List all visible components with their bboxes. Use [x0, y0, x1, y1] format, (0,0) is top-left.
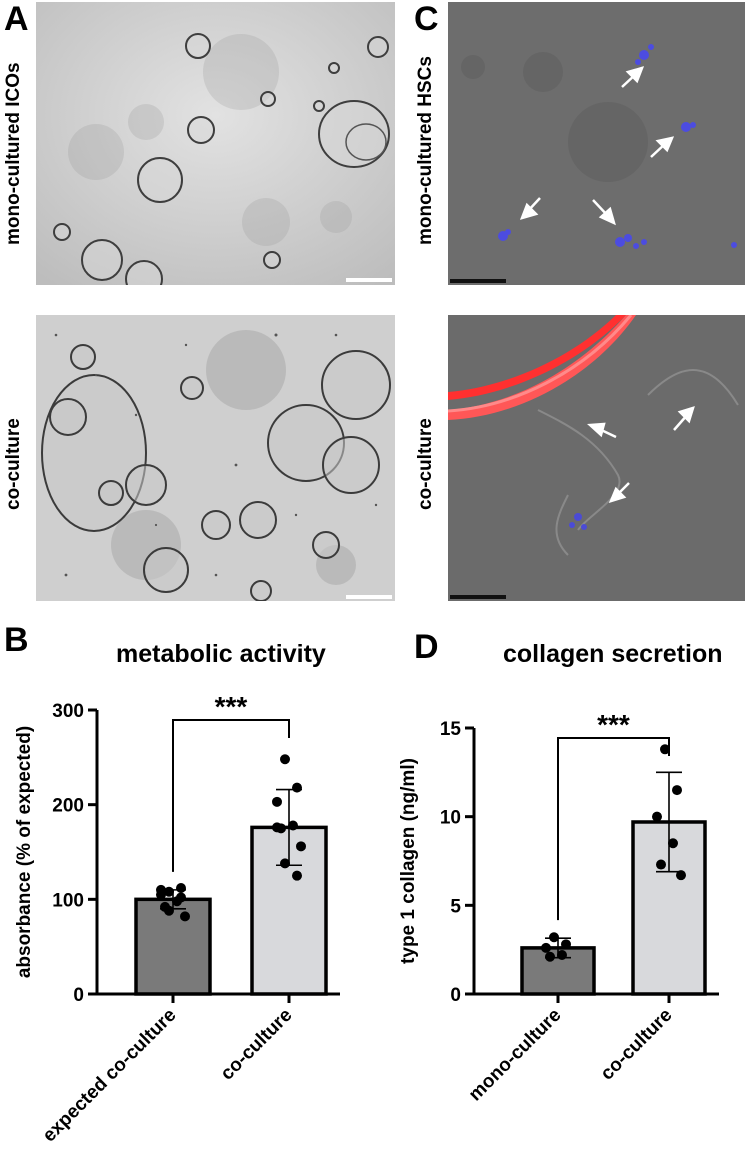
panel-c-row-bottom-label: co-culture: [415, 418, 436, 510]
panel-a-row-bottom-label: co-culture: [3, 418, 24, 510]
hsc-coculture-image: [448, 315, 745, 601]
data-point: [280, 754, 290, 765]
panel-c-letter: C: [414, 0, 439, 38]
y-tick-label: 200: [52, 796, 84, 817]
panel-a-row-top-label: mono-cultured ICOs: [3, 62, 24, 245]
data-point: [292, 870, 302, 881]
panel-d-letter: D: [414, 628, 439, 666]
x-category-label: mono-culture: [465, 1005, 566, 1106]
micrograph-organoids-mono: [36, 2, 395, 285]
significance-bracket: [172, 719, 290, 872]
organoids-mono-image: [36, 2, 395, 285]
micrograph-organoids-coculture: [36, 315, 395, 601]
micrograph-hsc-mono: [448, 2, 745, 285]
x-category-label: co-culture: [217, 1005, 297, 1085]
data-point: [272, 822, 282, 833]
data-point: [180, 911, 190, 922]
data-point: [660, 744, 670, 755]
panel-a-letter: A: [4, 0, 29, 38]
data-point: [672, 785, 682, 796]
y-axis-label: absorbance (% of expected): [14, 726, 35, 978]
data-point: [176, 892, 186, 903]
data-point: [164, 905, 174, 916]
data-point: [164, 886, 174, 897]
y-tick-label: 0: [450, 985, 461, 1006]
data-point: [668, 838, 678, 849]
data-point: [176, 882, 186, 893]
x-category-label: expected co-culture: [39, 1005, 181, 1147]
data-point: [292, 782, 302, 793]
y-axis-label: type 1 collagen (ng/ml): [398, 758, 419, 964]
data-point: [156, 884, 166, 895]
panel-c-row-top-label: mono-cultured HSCs: [415, 56, 436, 245]
y-tick-label: 300: [52, 701, 84, 722]
organoids-coculture-image: [36, 315, 395, 601]
data-point: [296, 841, 306, 852]
data-point: [549, 932, 559, 943]
significance-label: ***: [215, 691, 248, 722]
data-point: [676, 870, 686, 881]
panel-b-letter: B: [4, 621, 29, 659]
data-point: [272, 796, 282, 807]
y-tick-label: 15: [440, 719, 462, 740]
data-point: [545, 951, 555, 962]
hsc-mono-image: [448, 2, 745, 285]
y-tick-label: 10: [440, 808, 461, 829]
data-point: [656, 859, 666, 870]
significance-bracket: [557, 737, 670, 921]
bar-1: [134, 897, 212, 996]
data-point: [280, 858, 290, 869]
y-tick-label: 0: [73, 985, 84, 1006]
chart-d-title: collagen secretion: [503, 640, 723, 668]
data-point: [541, 942, 551, 953]
chart-metabolic-activity: 0 100 200 300 expected co-culture co-culture a…: [14, 691, 340, 1147]
micrograph-hsc-coculture: [448, 315, 745, 601]
data-point: [652, 811, 662, 822]
significance-label: ***: [597, 709, 630, 740]
data-point: [288, 820, 298, 831]
y-tick-label: 100: [52, 890, 84, 911]
data-point: [557, 949, 567, 960]
data-point: [561, 939, 571, 950]
chart-collagen-secretion: 0 5 10 15 mono-culture co-culture type 1 colla…: [398, 709, 719, 1106]
y-tick-label: 5: [450, 896, 461, 917]
chart-b-title: metabolic activity: [116, 640, 326, 668]
x-category-label: co-culture: [597, 1005, 677, 1085]
